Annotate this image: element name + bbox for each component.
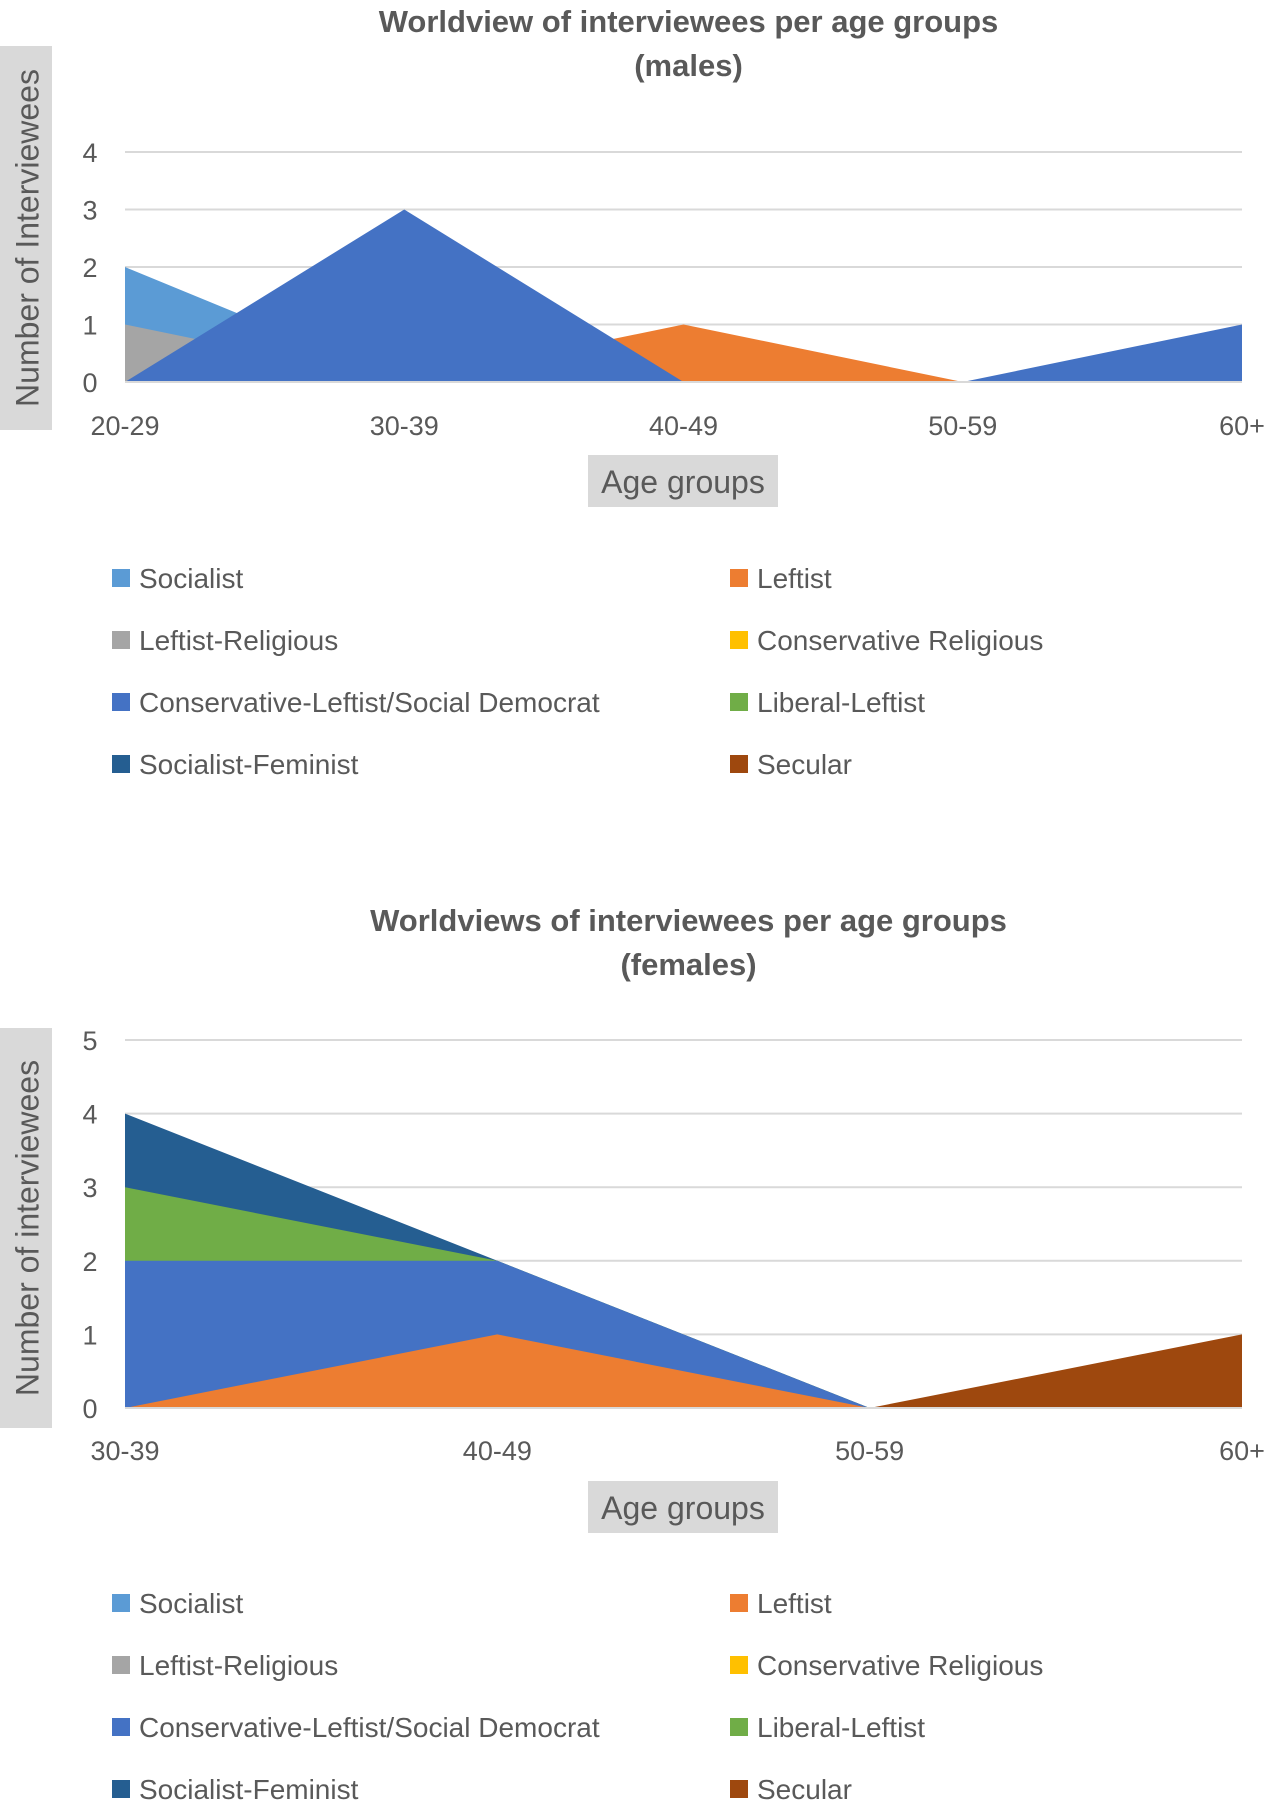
y-tick-label: 3 [82, 196, 97, 226]
legend-swatch [730, 1718, 748, 1736]
legend-label: Liberal-Leftist [757, 687, 925, 718]
y-tick-label: 1 [82, 311, 97, 341]
legend-label: Conservative Religious [757, 625, 1043, 656]
legend-item-socialist-feminist: Socialist-Feminist [112, 1774, 359, 1805]
area-series-leftist [125, 1334, 1242, 1408]
legend-label: Socialist-Feminist [139, 749, 359, 780]
legend-item-leftist: Leftist [730, 1588, 832, 1619]
legend-label: Conservative-Leftist/Social Democrat [139, 687, 600, 718]
legend-swatch [730, 755, 748, 773]
legend-label: Socialist-Feminist [139, 1774, 359, 1805]
legend-swatch [730, 631, 748, 649]
legend-swatch [112, 693, 130, 711]
x-tick-label: 60+ [1219, 411, 1265, 441]
y-tick-label: 4 [82, 1100, 97, 1130]
y-tick-label: 3 [82, 1173, 97, 1203]
area-series-leftist [125, 324, 1242, 382]
legend-label: Conservative-Leftist/Social Democrat [139, 1712, 600, 1743]
legend-item-leftist: Leftist [730, 563, 832, 594]
legend-item-liberal-leftist: Liberal-Leftist [730, 1712, 925, 1743]
legend-item-socialist-feminist: Socialist-Feminist [112, 749, 359, 780]
legend-swatch [112, 1718, 130, 1736]
legend-label: Leftist-Religious [139, 625, 338, 656]
y-axis-label-box [0, 46, 52, 430]
legend-item-secular: Secular [730, 1774, 852, 1805]
legend-swatch [730, 1594, 748, 1612]
legend-swatch [112, 1594, 130, 1612]
chart-title: Worldview of interviewees per age groups [379, 4, 999, 39]
x-tick-label: 60+ [1219, 1436, 1265, 1466]
y-tick-label: 0 [82, 368, 97, 398]
legend-item-socialist: Socialist [112, 1588, 243, 1619]
x-axis-label: Age groups [601, 1490, 765, 1526]
legend-swatch [112, 1780, 130, 1798]
area-series-secular [125, 1334, 1242, 1408]
legend-item-leftist-religious: Leftist-Religious [112, 1650, 338, 1681]
legend-swatch [112, 569, 130, 587]
legend-item-conservative-religious: Conservative Religious [730, 1650, 1043, 1681]
x-tick-label: 30-39 [370, 411, 439, 441]
legend-label: Liberal-Leftist [757, 1712, 925, 1743]
legend-label: Leftist [757, 1588, 832, 1619]
legend-swatch [730, 1780, 748, 1798]
legend-label: Leftist [757, 563, 832, 594]
legend-item-socialist: Socialist [112, 563, 243, 594]
y-axis-label: Number of interviewees [9, 1060, 45, 1396]
x-axis-label-box [588, 455, 778, 507]
y-tick-label: 1 [82, 1320, 97, 1350]
x-tick-label: 20-29 [90, 411, 159, 441]
legend-item-conservative-religious: Conservative Religious [730, 625, 1043, 656]
x-tick-label: 30-39 [90, 1436, 159, 1466]
legend-swatch [112, 755, 130, 773]
x-axis-label: Age groups [601, 464, 765, 500]
legend-swatch [730, 693, 748, 711]
legend-label: Conservative Religious [757, 1650, 1043, 1681]
area-series-conservative-leftist-social-democrat [125, 209, 1242, 382]
legend-item-liberal-leftist: Liberal-Leftist [730, 687, 925, 718]
legend-swatch [730, 569, 748, 587]
y-axis-label-box [0, 1028, 52, 1428]
legend-swatch [112, 1656, 130, 1674]
y-axis-label: Number of Interviewees [9, 69, 45, 407]
legend-item-secular: Secular [730, 749, 852, 780]
y-tick-label: 4 [82, 138, 97, 168]
legend-item-conservative-leftist-social-democrat: Conservative-Leftist/Social Democrat [112, 687, 600, 718]
legend-label: Secular [757, 1774, 852, 1805]
chart-subtitle: (males) [634, 48, 743, 83]
x-tick-label: 50-59 [835, 1436, 904, 1466]
x-tick-label: 40-49 [463, 1436, 532, 1466]
x-axis-label-box [588, 1481, 778, 1533]
x-tick-label: 50-59 [928, 411, 997, 441]
males-area-chart: Worldview of interviewees per age groups… [0, 4, 1265, 780]
y-tick-label: 2 [82, 1247, 97, 1277]
females-area-chart: Worldviews of interviewees per age group… [0, 903, 1265, 1805]
legend-item-leftist-religious: Leftist-Religious [112, 625, 338, 656]
legend-item-conservative-leftist-social-democrat: Conservative-Leftist/Social Democrat [112, 1712, 600, 1743]
y-tick-label: 2 [82, 253, 97, 283]
legend-label: Secular [757, 749, 852, 780]
x-tick-label: 40-49 [649, 411, 718, 441]
chart-title: Worldviews of interviewees per age group… [370, 903, 1007, 938]
legend-label: Socialist [139, 1588, 243, 1619]
legend-swatch [730, 1656, 748, 1674]
legend-label: Leftist-Religious [139, 1650, 338, 1681]
legend-swatch [112, 631, 130, 649]
y-tick-label: 5 [82, 1026, 97, 1056]
chart-subtitle: (females) [620, 947, 756, 982]
y-tick-label: 0 [82, 1394, 97, 1424]
legend-label: Socialist [139, 563, 243, 594]
